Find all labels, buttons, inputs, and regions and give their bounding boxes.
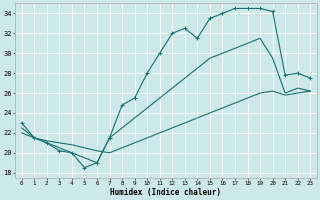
- X-axis label: Humidex (Indice chaleur): Humidex (Indice chaleur): [110, 188, 221, 197]
